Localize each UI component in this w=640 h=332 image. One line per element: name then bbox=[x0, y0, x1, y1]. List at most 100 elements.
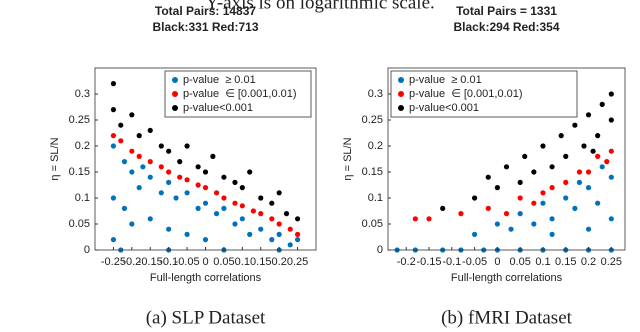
point bbox=[494, 185, 500, 191]
point bbox=[590, 148, 596, 154]
y-axis-label: η = SL/N bbox=[342, 137, 354, 180]
point bbox=[258, 211, 264, 217]
point bbox=[294, 237, 301, 243]
legend-marker bbox=[172, 77, 178, 83]
x-tick-label: 0.15 bbox=[555, 256, 576, 268]
point bbox=[173, 195, 179, 201]
point bbox=[221, 195, 227, 201]
x-tick-label: 0.05 bbox=[213, 256, 234, 268]
legend-marker bbox=[398, 91, 404, 97]
x-tick-label: -0.25 bbox=[101, 256, 126, 268]
point bbox=[250, 208, 256, 214]
point bbox=[210, 153, 216, 159]
point bbox=[581, 143, 587, 149]
point bbox=[213, 211, 220, 217]
point bbox=[121, 159, 128, 165]
x-tick-label: 0.1 bbox=[235, 256, 250, 268]
x-tick-label: -0.05 bbox=[462, 256, 487, 268]
point bbox=[195, 182, 201, 188]
point bbox=[599, 101, 605, 107]
legend-label: p-value ≥ 0.01 bbox=[409, 74, 482, 86]
x-tick-label: -0.1 bbox=[442, 256, 461, 268]
point bbox=[232, 221, 238, 227]
legend-box bbox=[390, 70, 578, 118]
point bbox=[195, 205, 201, 211]
chart-subtitle: Black:294 Red:354 bbox=[453, 20, 559, 34]
legend-label: p-value ∈ [0.001,0.01) bbox=[409, 88, 523, 100]
point bbox=[258, 195, 264, 201]
point bbox=[294, 231, 301, 237]
x-tick-label: -0.15 bbox=[416, 256, 441, 268]
point bbox=[202, 200, 209, 206]
point bbox=[136, 185, 142, 191]
point bbox=[540, 190, 546, 196]
point bbox=[549, 231, 555, 237]
point bbox=[576, 179, 583, 185]
point bbox=[118, 138, 124, 144]
point bbox=[129, 112, 135, 118]
point bbox=[140, 164, 146, 170]
legend-marker bbox=[172, 105, 178, 111]
x-tick-label: -0.2 bbox=[122, 256, 141, 268]
point bbox=[287, 226, 293, 232]
axes-frame bbox=[387, 67, 626, 251]
y-tick-label: 0.05 bbox=[362, 218, 383, 230]
caption: (a) SLP Dataset bbox=[146, 307, 266, 328]
point bbox=[166, 226, 172, 232]
y-tick-label: 0 bbox=[84, 244, 90, 256]
point bbox=[558, 133, 564, 139]
y-tick-label: 0.25 bbox=[69, 114, 90, 126]
point bbox=[247, 169, 253, 175]
point bbox=[608, 148, 614, 154]
y-tick-label: 0.3 bbox=[368, 88, 383, 100]
point bbox=[604, 159, 610, 165]
point bbox=[129, 221, 135, 227]
legend-label: p-value<0.001 bbox=[183, 102, 253, 114]
point bbox=[563, 179, 569, 185]
point bbox=[276, 231, 282, 237]
point bbox=[294, 216, 301, 222]
legend-label: p-value<0.001 bbox=[409, 102, 479, 114]
point bbox=[531, 200, 537, 206]
y-tick-label: 0 bbox=[377, 244, 383, 256]
caption: (b) fMRI Dataset bbox=[441, 307, 573, 328]
point bbox=[412, 216, 418, 222]
point bbox=[517, 211, 523, 217]
point bbox=[471, 195, 478, 201]
point bbox=[608, 174, 614, 180]
point bbox=[440, 205, 446, 211]
y-tick-label: 0.2 bbox=[75, 140, 90, 152]
x-tick-label: -0.1 bbox=[159, 256, 178, 268]
point bbox=[258, 226, 264, 232]
x-tick-label: 0.1 bbox=[535, 256, 550, 268]
point bbox=[239, 203, 245, 209]
point bbox=[247, 231, 253, 237]
x-tick-label: 0 bbox=[202, 256, 208, 268]
point bbox=[572, 205, 578, 211]
point bbox=[177, 159, 183, 165]
point bbox=[540, 200, 546, 206]
point bbox=[147, 159, 153, 165]
x-tick-label: 0.2 bbox=[581, 256, 596, 268]
point bbox=[202, 237, 209, 243]
point bbox=[595, 133, 601, 139]
point bbox=[517, 195, 523, 201]
point bbox=[471, 231, 478, 237]
point bbox=[585, 185, 592, 191]
point bbox=[184, 231, 190, 237]
point bbox=[184, 143, 190, 149]
point bbox=[213, 190, 220, 196]
point bbox=[269, 200, 275, 206]
point bbox=[110, 237, 117, 243]
point bbox=[195, 164, 201, 170]
x-tick-label: 0.2 bbox=[272, 256, 287, 268]
point bbox=[276, 190, 282, 196]
point bbox=[608, 91, 614, 97]
chart-subtitle: Black:331 Red:713 bbox=[152, 20, 258, 34]
x-axis-label: Full-length correlations bbox=[150, 272, 262, 284]
y-tick-label: 0.15 bbox=[362, 166, 383, 178]
chart-title: Total Pairs = 1331 bbox=[456, 4, 557, 18]
x-tick-label: -0.2 bbox=[397, 256, 416, 268]
point bbox=[239, 185, 245, 191]
